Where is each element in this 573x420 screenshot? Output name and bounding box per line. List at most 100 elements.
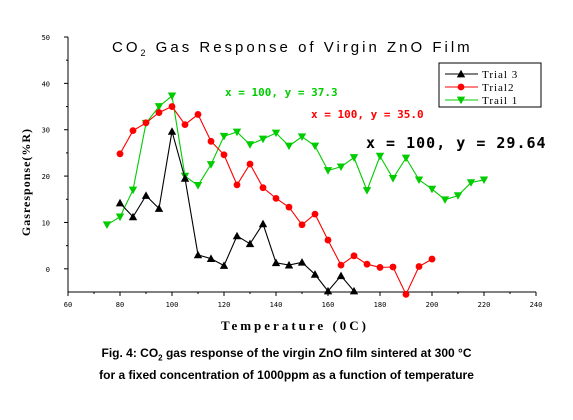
data-point-trial3 [128,212,138,221]
data-point-trial2 [376,264,384,271]
data-point-trail1 [115,213,125,222]
data-point-trail1 [401,154,411,163]
legend-item-trial3: Trial 3 [445,69,518,81]
data-point-trial2 [363,260,371,268]
data-point-trial2 [181,121,189,129]
annotation-trial3: x = 100, y = 29.64 [366,134,547,152]
data-point-trial2 [402,290,410,298]
data-point-trail1 [284,142,294,151]
series-trial3 [115,127,359,295]
x-tick-label: 240 [530,301,543,309]
series-line-trail1 [106,94,485,226]
axes-layer: 60 80 100 120 140 160 180 200 220 240 0 10 20 30 40 50 [42,34,543,309]
data-point-trail1 [375,152,385,161]
y-tick-label: 20 [42,173,50,181]
x-tick-label: 120 [218,301,231,309]
chart-title-subscript: 2 [141,48,149,58]
y-tick-label: 0 [46,266,50,274]
data-point-trial3 [271,258,281,267]
data-point-trial2 [116,150,124,158]
data-point-trail1 [297,133,307,141]
x-tick-label: 100 [166,301,179,309]
caption-line1-subscript: 2 [158,353,163,363]
y-tick-label: 40 [42,80,50,88]
data-point-trial3 [206,254,216,262]
co2-gas-response-chart: 60 80 100 120 140 160 180 200 220 24001020304050 … [19,34,547,333]
data-point-trial3 [154,204,164,212]
figure-caption-line2: for a fixed concentration of 1000ppm as … [99,368,474,382]
data-point-trail1 [440,196,450,204]
data-point-trail1 [245,141,255,149]
data-point-trial3 [323,286,333,295]
figure-caption-line1: Fig. 4: CO2 gas response of the virgin Z… [0,346,573,362]
data-point-trial2 [155,109,163,116]
data-point-trial2 [337,261,345,269]
annotation-trial2: x = 100, y = 35.0 [311,108,424,121]
y-axis-label: Gasresponse(%R) [19,128,33,236]
data-point-trial2 [233,181,241,189]
data-point-trail1 [414,176,424,184]
data-point-trail1 [193,182,203,190]
data-point-trial2 [220,151,228,159]
data-point-trial2 [324,236,332,244]
data-point-trail1 [323,167,333,175]
x-tick-label: 200 [426,301,439,309]
legend-marker [456,69,466,78]
data-point-trial2 [142,119,150,127]
caption-line1-rest: gas response of the virgin ZnO film sint… [162,346,472,360]
data-point-trial3 [310,270,320,278]
data-point-trial3 [336,271,346,280]
data-point-trial3 [167,127,177,135]
data-point-trial2 [285,203,293,211]
data-point-trail1 [388,175,398,183]
legend-label: Trial 3 [482,69,518,81]
data-point-trail1 [466,179,476,187]
series-trail1 [102,92,489,229]
data-point-trail1 [206,161,216,169]
legend-item-trial2: Trial2 [445,82,515,94]
data-point-trail1 [102,221,112,229]
data-point-trial3 [284,260,294,269]
legend-label: Trail 1 [482,95,518,107]
data-point-trial2 [194,111,202,118]
data-point-trial2 [311,210,319,218]
data-point-trial2 [272,194,280,202]
data-point-trail1 [336,163,346,172]
data-point-trial3 [193,250,203,259]
legend-item-trail1: Trail 1 [445,95,518,107]
chart-title-prefix: CO [112,39,141,56]
x-tick-label: 140 [270,301,283,309]
data-point-trial3 [245,239,255,248]
data-point-trail1 [258,135,268,144]
x-axis-label: Temperature (0C) [221,318,369,333]
y-tick-label: 30 [42,127,50,135]
x-tick-label: 160 [322,301,335,309]
data-point-trail1 [362,187,372,195]
y-tick-label: 10 [42,219,50,227]
legend-label: Trial2 [482,82,515,94]
data-point-trial3 [180,174,190,182]
data-point-trail1 [479,176,489,184]
data-point-trial3 [258,219,268,228]
legend-marker [456,96,466,105]
data-point-trail1 [453,192,463,200]
data-point-trial2 [350,252,358,260]
data-point-trial3 [297,258,307,266]
x-tick-label: 60 [64,301,72,309]
data-point-trial2 [246,160,254,168]
data-point-trial2 [428,255,436,263]
chart-title: CO2 Gas Response of Virgin ZnO Film [112,39,473,58]
data-point-trial2 [415,263,423,270]
data-point-trial2 [389,263,397,271]
data-point-trail1 [271,129,281,138]
data-point-trial2 [259,184,267,192]
data-point-trail1 [427,185,437,194]
data-point-trail1 [167,92,177,101]
data-point-trial3 [232,231,242,240]
data-point-trial2 [207,137,215,145]
x-tick-label: 80 [116,301,124,309]
annotations-layer: x = 100, y = 37.3 x = 100, y = 35.0 x = … [225,86,547,152]
caption-line1-prefix: Fig. 4: CO [101,346,159,360]
data-point-trial3 [115,198,125,207]
